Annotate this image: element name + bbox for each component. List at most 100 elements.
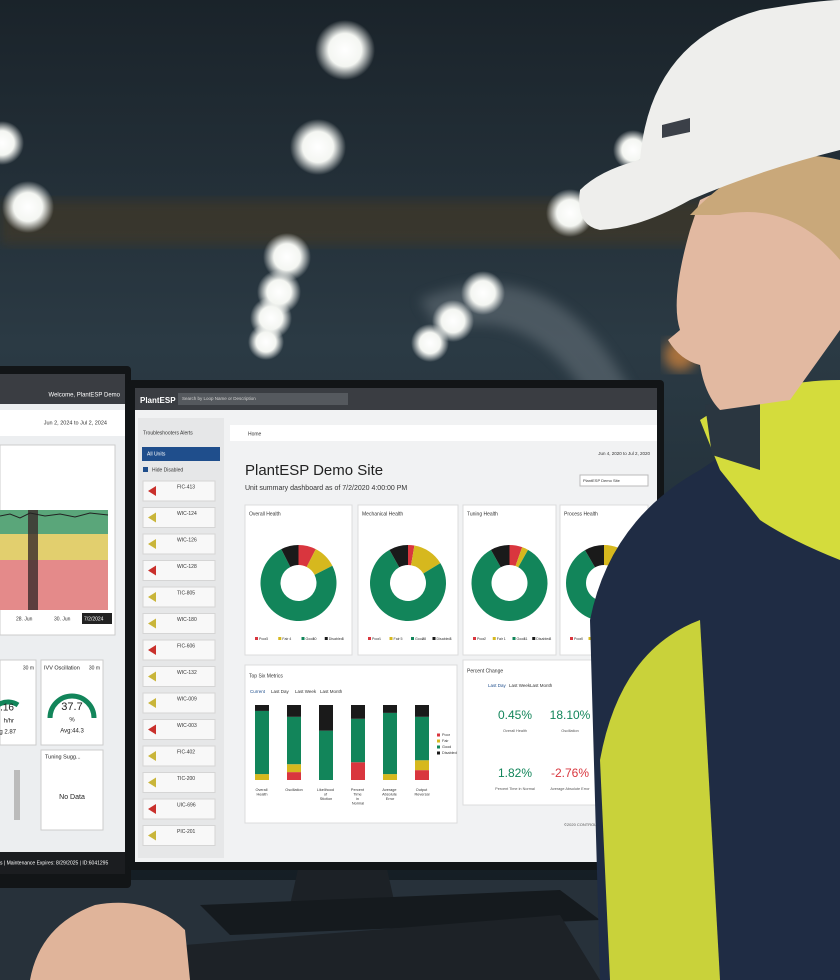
- bar-segment: [415, 716, 429, 761]
- loop-row: [142, 533, 216, 555]
- bar-segment: [383, 705, 397, 713]
- bar-segment: [287, 705, 301, 717]
- bar-segment: [415, 760, 429, 771]
- bar-segment: [287, 716, 301, 765]
- legend-swatch: [437, 739, 440, 743]
- metric-label: Likelihood of Stiction: [317, 788, 335, 801]
- tuning-title: Tuning Sugg...: [45, 754, 81, 760]
- legend-label: Poor: [259, 637, 267, 641]
- donut-segment: [515, 547, 529, 568]
- metric-label: Overall Health: [255, 788, 268, 797]
- loop-name: WIC-128: [177, 564, 197, 570]
- gauge-title: IVV Oscillation: [44, 665, 80, 671]
- legend-label: Good: [517, 637, 526, 641]
- donut-segment: [490, 545, 510, 568]
- loop-row: [142, 613, 216, 634]
- loop-name: TIC-805: [177, 590, 195, 596]
- bar-segment: [319, 730, 333, 780]
- loop-row: [142, 825, 216, 846]
- logo: PlantESP: [140, 396, 176, 405]
- donut-segment: [260, 549, 337, 622]
- legend-swatch: [437, 745, 440, 749]
- gauge-arc: [47, 693, 97, 719]
- legend-swatch: [411, 637, 414, 640]
- loop-row: [142, 745, 216, 767]
- loop-row: [142, 719, 216, 740]
- helmet-logo: [662, 118, 690, 138]
- band-poor: [0, 560, 108, 610]
- loop-icon: [148, 645, 156, 655]
- loop-name: TIC-200: [177, 776, 195, 782]
- keyboard: [180, 915, 600, 980]
- legend-count: 28: [422, 637, 426, 641]
- legend-label: Poor: [574, 637, 582, 641]
- legend-count: 2: [484, 637, 486, 641]
- card-title: Tuning Health: [467, 511, 498, 517]
- card-title: Overall Health: [249, 511, 281, 517]
- legend-label: Good: [442, 745, 451, 749]
- legend-count: 0: [581, 637, 583, 641]
- gauge-window: 30 m: [23, 665, 34, 671]
- panel-tab: Last Month: [320, 689, 343, 694]
- loop-row: [142, 639, 216, 661]
- legend-swatch: [473, 637, 476, 640]
- donut-segment: [389, 545, 408, 568]
- donut-segment: [281, 545, 299, 567]
- loop-row: [142, 586, 216, 608]
- change-value: 0.45%: [498, 708, 532, 722]
- legend-count: 3: [266, 637, 268, 641]
- loop-name: FIC-402: [177, 749, 195, 755]
- metric-label: Average Absolute Error: [382, 788, 398, 801]
- jacket-stripe: [600, 620, 720, 980]
- metric-label: Percent Time in Normal: [351, 788, 365, 806]
- legend-label: Fair: [282, 637, 289, 641]
- unit-filter: All Units: [147, 451, 166, 457]
- donut-segment: [306, 549, 333, 575]
- gauge-arc: [0, 699, 20, 708]
- lamp: [2, 181, 54, 233]
- loop-name: WIC-180: [177, 617, 197, 623]
- gauge-window: 30 m: [89, 665, 100, 671]
- lamp: [411, 324, 449, 362]
- date-marker-box: [82, 613, 112, 624]
- sidebar-tab: Alerts: [180, 430, 193, 436]
- page-subtitle: Unit summary dashboard as of 7/2/2020 4:…: [245, 485, 407, 492]
- change-value: 1.82%: [498, 766, 532, 780]
- breadcrumb: Home: [248, 431, 262, 437]
- gauge-avg: g 2.87: [0, 730, 17, 736]
- loop-icon: [148, 830, 156, 841]
- bar-segment: [319, 705, 333, 731]
- loop-icon: [148, 804, 156, 814]
- donut-segment: [411, 545, 441, 574]
- legend-swatch: [492, 637, 496, 640]
- main-monitor: PlantESP Search by Loop Name or Descripti…: [128, 380, 664, 870]
- loop-name: FIC-606: [177, 643, 195, 649]
- loop-icon: [148, 565, 156, 576]
- card-title: Process Health: [564, 511, 598, 517]
- left-monitor: Welcome, PlantESP Demo Jun 2, 2024 to Jul…: [0, 366, 131, 888]
- gauge-value: .16: [0, 703, 14, 714]
- legend-label: Good: [306, 637, 315, 641]
- loop-name: WIC-009: [177, 696, 197, 702]
- search-placeholder: Search by Loop Name or Description: [182, 396, 256, 401]
- loop-icon: [148, 512, 156, 523]
- loop-row: [142, 507, 216, 528]
- site-selector: PlantESP Demo Site: [583, 478, 621, 483]
- hair: [690, 155, 840, 260]
- change-label: Percent Time in Normal: [495, 787, 535, 791]
- loop-icon: [148, 671, 156, 682]
- loop-icon: [148, 777, 156, 788]
- date-marker: 7/2/2024: [84, 616, 104, 622]
- loop-row: [142, 798, 216, 820]
- bar-segment: [351, 762, 365, 780]
- legend-count: 1: [379, 637, 381, 641]
- date-range: Jun 4, 2020 to Jul 2, 2020: [598, 451, 650, 456]
- person: [30, 0, 840, 980]
- change-value: 18.10%: [550, 708, 591, 722]
- lamp: [263, 233, 311, 281]
- lamp: [248, 324, 284, 360]
- loop-name: WIC-003: [177, 723, 197, 729]
- legend-swatch: [324, 637, 328, 640]
